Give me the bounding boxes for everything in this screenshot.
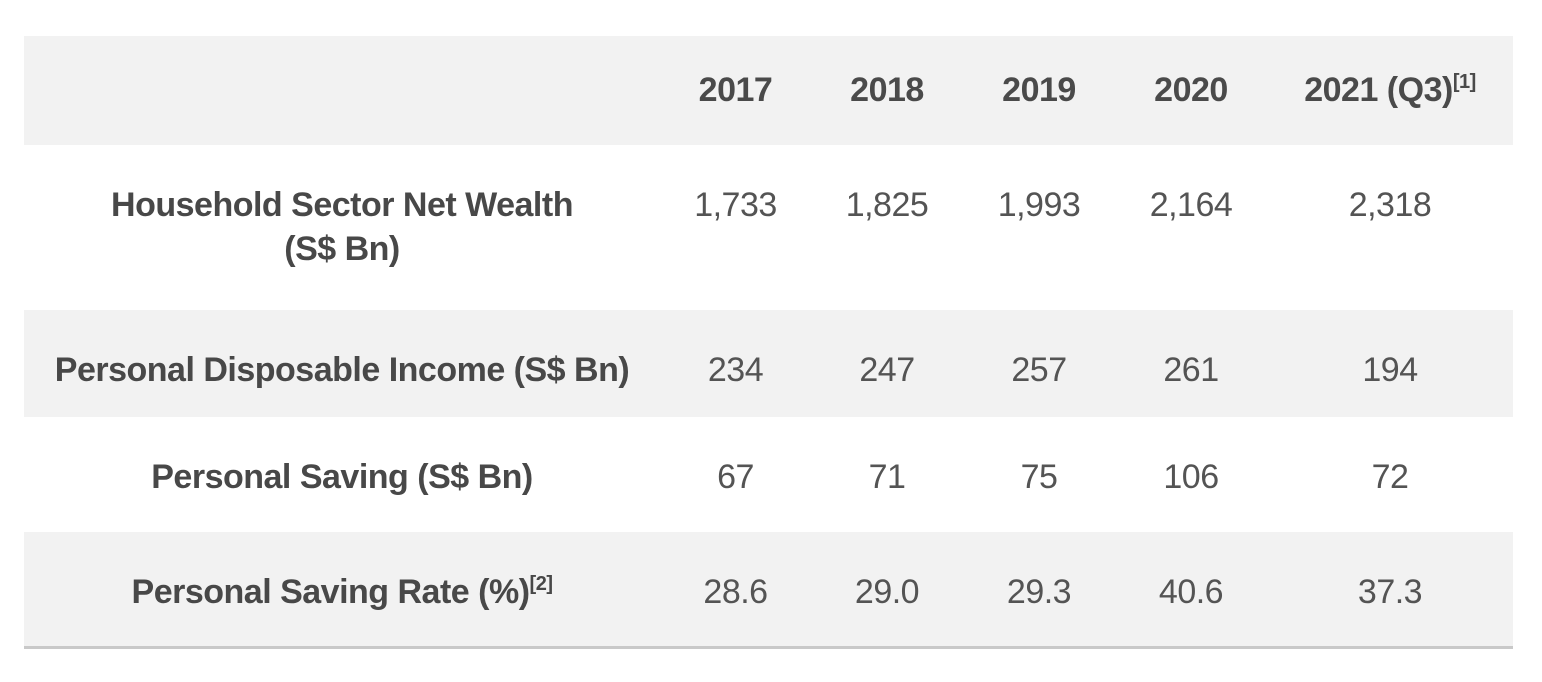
table-row-personal-saving: Personal Saving (S$ Bn) 67 71 75 106 72 [24, 417, 1513, 532]
column-header-empty [24, 36, 660, 145]
value-cell: 1,733 [694, 186, 777, 224]
value-cell: 28.6 [703, 573, 768, 611]
value-cell: 194 [1362, 351, 1418, 389]
value-cell: 72 [1371, 458, 1409, 496]
household-statistics-table-container: 2017 2018 2019 2020 2021 (Q3)[1] Househo… [24, 36, 1513, 649]
row-label-saving-rate-text: Personal Saving Rate (%) [131, 573, 531, 611]
column-header-2020: 2020 [1154, 71, 1228, 109]
table-row-net-wealth: Household Sector Net Wealth (S$ Bn) 1,73… [24, 145, 1513, 310]
household-statistics-table: 2017 2018 2019 2020 2021 (Q3)[1] Househo… [24, 36, 1513, 649]
column-header-2017: 2017 [698, 71, 773, 109]
column-header-2018: 2018 [850, 71, 924, 109]
value-cell: 234 [707, 351, 764, 389]
value-cell: 40.6 [1158, 573, 1224, 611]
footnote-marker-1: [1] [1452, 71, 1476, 93]
table-header-row: 2017 2018 2019 2020 2021 (Q3)[1] [24, 36, 1513, 145]
table-row-disposable-income: Personal Disposable Income (S$ Bn) 234 2… [24, 310, 1513, 417]
value-cell: 106 [1163, 458, 1219, 496]
value-cell: 1,993 [997, 186, 1081, 224]
value-cell: 247 [859, 351, 915, 389]
row-label-personal-saving: Personal Saving (S$ Bn) [151, 458, 533, 496]
value-cell: 1,825 [845, 186, 929, 224]
row-label-disposable-income: Personal Disposable Income (S$ Bn) [54, 351, 630, 389]
footnote-marker-2: [2] [529, 573, 553, 595]
value-cell: 75 [1020, 458, 1058, 496]
value-cell: 37.3 [1357, 573, 1423, 611]
table-row-saving-rate: Personal Saving Rate (%)[2] 28.6 29.0 29… [24, 532, 1513, 647]
value-cell: 257 [1011, 351, 1067, 389]
value-cell: 2,318 [1348, 186, 1432, 224]
column-header-2019: 2019 [1002, 71, 1076, 109]
row-label-saving-rate: Personal Saving Rate (%)[2] [24, 532, 660, 647]
column-header-2021-q3: 2021 (Q3)[1] [1267, 36, 1513, 145]
value-cell: 2,164 [1149, 186, 1233, 224]
column-header-2021-q3-label: 2021 (Q3) [1304, 71, 1453, 109]
value-cell: 29.3 [1006, 573, 1072, 611]
value-cell: 71 [868, 458, 906, 496]
value-cell: 29.0 [854, 573, 920, 611]
row-label-net-wealth: Household Sector Net Wealth (S$ Bn) [111, 186, 573, 269]
value-cell: 67 [717, 458, 754, 496]
value-cell: 261 [1163, 351, 1219, 389]
